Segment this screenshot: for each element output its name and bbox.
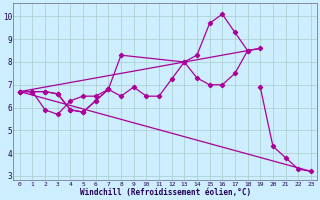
X-axis label: Windchill (Refroidissement éolien,°C): Windchill (Refroidissement éolien,°C) <box>80 188 251 197</box>
